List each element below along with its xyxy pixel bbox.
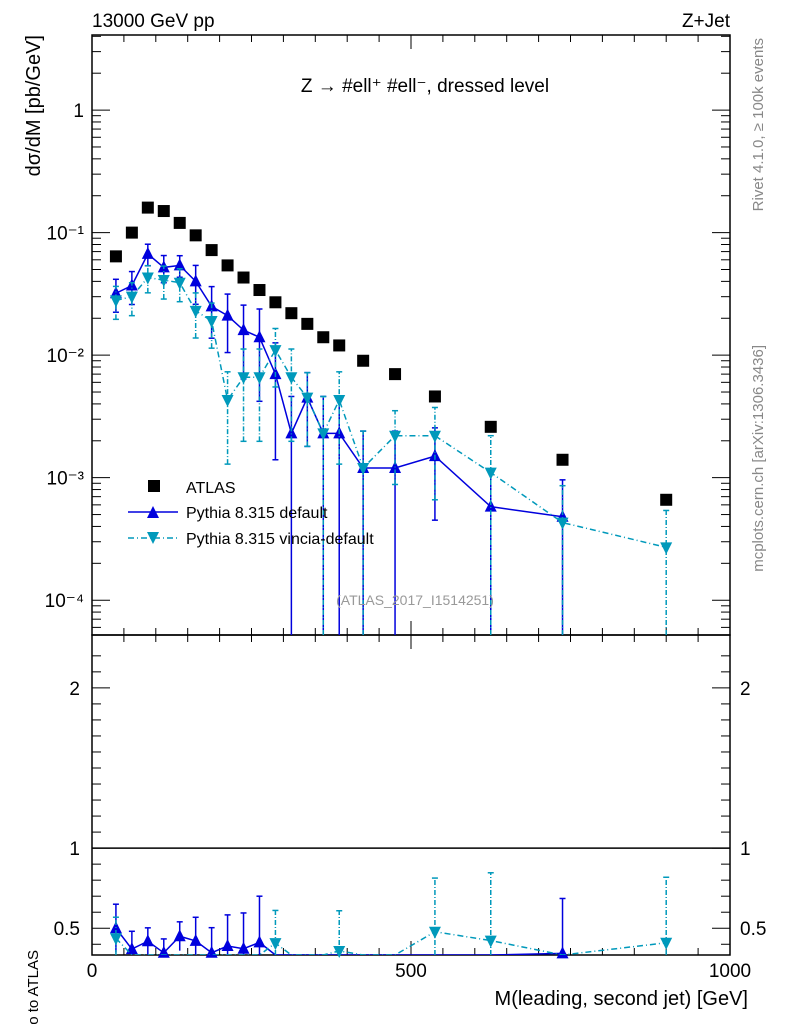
data-point-2 [157,275,170,288]
data-point-1 [484,499,497,512]
data-point-0 [269,296,282,309]
x-axis-label: M(leading, second jet) [GeV] [495,988,748,1010]
ratio-point [237,941,250,954]
ratio-point [253,935,266,948]
ratio-tick-label-right: 0.5 [740,919,766,940]
data-point-2 [221,395,234,408]
legend-default: Pythia 8.315 default [186,505,328,522]
data-point-2 [301,392,314,405]
chart-title: Z → #ell⁺ #ell⁻, dressed level [301,76,549,97]
data-point-0 [109,250,122,263]
header-right: Z+Jet [682,11,731,32]
legend-vincia: Pythia 8.315 vincia-default [186,531,374,548]
data-point-2 [109,295,122,308]
data-point-0 [253,284,266,297]
data-point-0 [285,307,298,320]
data-point-1 [237,323,250,336]
data-point-0 [141,201,154,214]
data-point-0 [660,493,673,506]
data-point-1 [189,274,202,287]
data-point-0 [357,354,370,367]
ratio-tick-label-right: 1 [740,839,751,860]
ratio-tick-label: 0.5 [54,919,80,940]
data-point-0 [301,317,314,330]
data-point-0 [317,331,330,344]
data-point-2 [428,430,441,443]
mcplots-label: mcplots.cern.ch [arXiv:1306.3436] [750,345,767,572]
data-point-2 [357,462,370,475]
x-tick-label: 1000 [709,961,751,982]
ratio-point [189,933,202,946]
data-point-2 [189,305,202,318]
data-point-2 [484,467,497,480]
y-tick-label: 10⁻⁴ [45,591,84,612]
y-tick-label: 10⁻² [47,346,85,367]
data-point-2 [125,291,138,304]
rivet-label: Rivet 4.1.0, ≥ 100k events [750,38,767,211]
data-point-0 [428,390,441,403]
y-tick-label: 1 [73,101,84,122]
data-point-0 [189,229,202,242]
data-point-0 [333,339,346,352]
data-point-0 [125,226,138,239]
data-point-2 [253,372,266,385]
header-left: 13000 GeV pp [92,11,215,32]
data-point-1 [285,426,298,439]
ratio-frame [91,634,731,956]
ratio-point [428,926,441,939]
y-tick-label: 10⁻¹ [47,224,85,245]
ratio-point [221,939,234,952]
data-point-1 [253,330,266,343]
legend-atlas: ATLAS [186,480,236,497]
legend-atlas-marker [148,480,160,492]
ratio-point [556,946,569,959]
ratio-tick-label: 2 [69,679,80,700]
legend-default-marker [147,506,159,518]
data-point-0 [389,368,402,381]
data-point-0 [556,453,569,466]
data-point-2 [389,430,402,443]
data-point-2 [173,277,186,290]
ratio-point [333,945,346,958]
ratio-point [109,933,122,946]
data-point-1 [173,258,186,271]
data-point-2 [205,315,218,328]
data-point-1 [141,246,154,259]
data-point-2 [237,372,250,385]
ratio-tick-label-right: 2 [740,679,751,700]
ratio-point [141,934,154,947]
data-point-2 [317,428,330,441]
ratio-tick-label: 1 [69,839,80,860]
data-point-2 [141,272,154,285]
ratio-point [484,935,497,948]
data-point-2 [285,372,298,385]
data-point-0 [484,420,497,433]
ratio-point [269,938,282,951]
data-point-0 [237,271,250,284]
analysis-watermark: (ATLAS_2017_I1514251) [336,592,494,608]
x-tick-label: 0 [87,961,98,982]
data-marks [109,201,673,959]
y-axis-label: dσ/dM [pb/GeV] [23,35,45,176]
data-point-2 [333,395,346,408]
ratio-axis-label: Ratio to ATLAS [25,950,42,1024]
x-tick-label: 500 [395,961,427,982]
ratio-point [660,937,673,950]
data-point-1 [221,308,234,321]
y-tick-label: 10⁻³ [47,469,85,490]
data-point-0 [157,205,170,218]
legend-vincia-marker [147,532,159,544]
data-point-2 [556,517,569,530]
data-point-2 [660,542,673,555]
ratio-point [173,929,186,942]
data-point-0 [173,216,186,229]
data-point-0 [221,259,234,272]
legend: ATLAS Pythia 8.315 default Pythia 8.315 … [128,480,374,548]
data-point-2 [269,345,282,358]
axis-ticks: 0 500 1000 1 10⁻¹ 10⁻² 10⁻³ 10⁻⁴ 0.5 0.5 1 1 2 2 [45,35,766,982]
data-point-0 [205,244,218,257]
